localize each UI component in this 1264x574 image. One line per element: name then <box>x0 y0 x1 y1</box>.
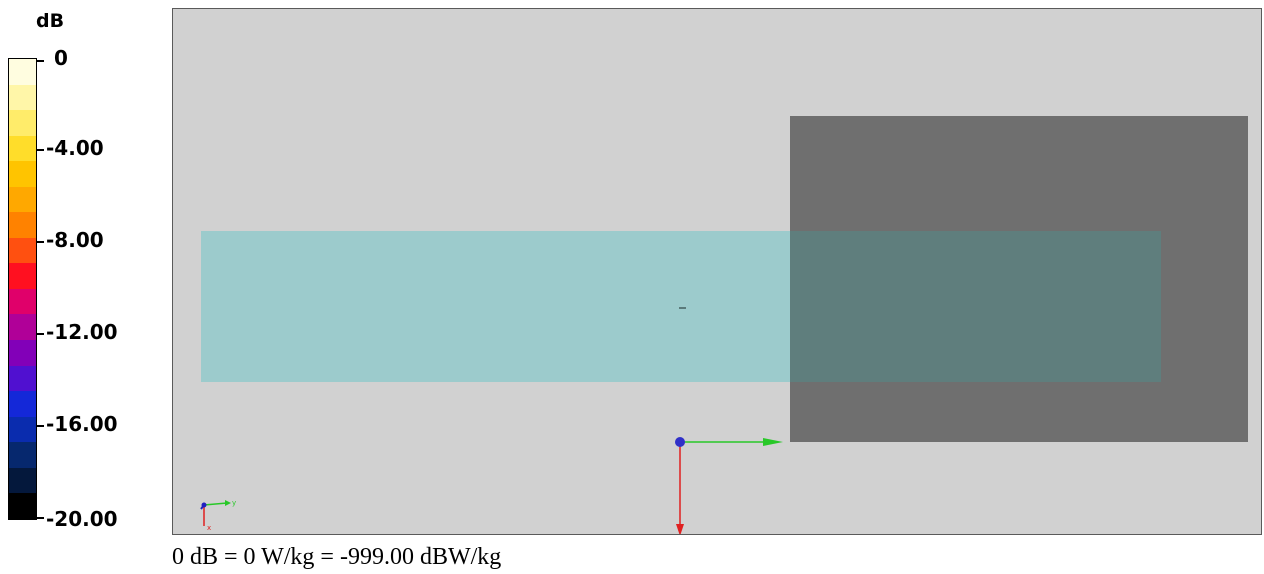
color-scale-segment <box>9 417 36 443</box>
y-axis-arrow-icon <box>763 438 783 446</box>
legend-tick-label: -20.00 <box>46 509 118 529</box>
legend-tick-mark <box>36 333 44 335</box>
reference-caption: 0 dB = 0 W/kg = -999.00 dBW/kg <box>172 544 501 571</box>
color-scale-segment <box>9 340 36 366</box>
color-scale-segment <box>9 212 36 238</box>
legend-unit-label: dB <box>36 10 64 32</box>
color-scale-segment <box>9 187 36 213</box>
x-axis-arrow-icon <box>676 524 684 535</box>
center-marker <box>679 307 686 309</box>
color-scale-segment <box>9 161 36 187</box>
color-scale-segment <box>9 85 36 111</box>
legend-tick-label: -16.00 <box>46 414 118 434</box>
color-scale-segment <box>9 238 36 264</box>
legend-tick-mark <box>36 425 44 427</box>
color-scale-segment <box>9 314 36 340</box>
scene-canvas: y x <box>173 9 1262 535</box>
axis-gizmo[interactable] <box>675 437 783 535</box>
color-scale-segment <box>9 442 36 468</box>
legend-tick-label: -8.00 <box>46 230 104 250</box>
color-scale-segment <box>9 59 36 85</box>
origin-dot-icon <box>675 437 685 447</box>
plane-phantom-overlap <box>790 231 1161 382</box>
color-scale-segment <box>9 110 36 136</box>
color-scale-bar <box>8 58 37 520</box>
color-scale-segment <box>9 136 36 162</box>
color-scale-segment <box>9 289 36 315</box>
color-scale-segment <box>9 391 36 417</box>
color-scale-segment <box>9 263 36 289</box>
legend-tick-mark <box>36 60 44 62</box>
color-scale-segment <box>9 468 36 494</box>
scene-viewport[interactable]: y x <box>172 8 1262 535</box>
legend-tick-label: -4.00 <box>46 138 104 158</box>
legend-tick-label: -12.00 <box>46 322 118 342</box>
color-scale-segment <box>9 493 36 519</box>
svg-text:y: y <box>232 499 236 507</box>
orientation-triad-icon: y x <box>201 499 236 532</box>
legend-tick-label: 0 <box>54 48 68 68</box>
svg-text:x: x <box>207 524 211 532</box>
legend-tick-mark <box>36 241 44 243</box>
color-scale-segment <box>9 366 36 392</box>
legend-tick-mark <box>36 149 44 151</box>
legend-tick-mark <box>36 517 44 519</box>
